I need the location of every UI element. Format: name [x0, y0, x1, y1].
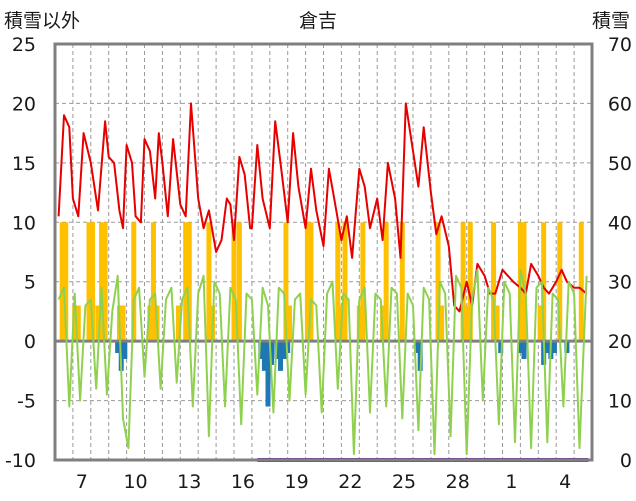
- sunshine-bar: [283, 222, 289, 342]
- sunshine-bar: [435, 222, 441, 342]
- precipitation-bar: [115, 341, 121, 354]
- sunshine-bar: [286, 305, 292, 342]
- sunshine-bar: [304, 222, 310, 342]
- sunshine-bar: [464, 305, 470, 342]
- x-tick-label: 1: [505, 471, 517, 493]
- sunshine-bar: [308, 222, 314, 342]
- precipitation-bar: [265, 341, 271, 407]
- sunshine-bar: [95, 305, 101, 342]
- precipitation-bar: [521, 341, 527, 359]
- sunshine-bar: [360, 222, 366, 342]
- y-left-tick-label: 15: [12, 153, 36, 175]
- x-tick-label: 16: [231, 471, 255, 493]
- sunshine-bar: [150, 222, 156, 342]
- sunshine-bar: [99, 222, 105, 342]
- precipitation-bar: [122, 341, 128, 359]
- sunshine-bar: [439, 305, 445, 342]
- y-right-tick-label: 10: [608, 391, 632, 413]
- sunshine-bar: [467, 222, 473, 342]
- sunshine-bar: [491, 222, 497, 342]
- y-left-tick-label: 5: [24, 272, 36, 294]
- sunshine-bar: [578, 222, 584, 342]
- y-axis-left-label: 積雪以外: [4, 10, 81, 32]
- sunshine-bar: [206, 222, 212, 342]
- precipitation-bar: [281, 341, 287, 359]
- sunshine-bar: [120, 305, 126, 342]
- precipitation-bar: [551, 341, 557, 354]
- precipitation-bar: [261, 341, 267, 371]
- sunshine-bar: [236, 222, 242, 342]
- x-tick-label: 13: [177, 471, 201, 493]
- y-right-tick-label: 60: [608, 93, 632, 115]
- sunshine-bar: [460, 222, 466, 342]
- x-tick-label: 28: [446, 471, 470, 493]
- sunshine-bar: [557, 222, 563, 342]
- precipitation-bar: [258, 341, 264, 359]
- sunshine-bar: [147, 305, 153, 342]
- y-left-tick-label: -10: [5, 450, 36, 472]
- sunshine-bar: [72, 305, 78, 342]
- precipitation-bar: [417, 341, 423, 371]
- sunshine-bar: [183, 222, 189, 342]
- sunshine-bar: [335, 222, 341, 342]
- plot-frame: [53, 42, 594, 462]
- sunshine-bar: [494, 305, 500, 342]
- sunshine-bar: [541, 222, 547, 342]
- precipitation-bar: [269, 341, 275, 365]
- sunshine-bar: [186, 222, 192, 342]
- precipitation-bar: [564, 341, 570, 354]
- sunshine-bar: [537, 305, 543, 342]
- y-left-tick-label: 20: [12, 93, 36, 115]
- sunshine-bar: [176, 305, 182, 342]
- sunshine-bar: [399, 222, 405, 342]
- temperature_min-line: [57, 268, 588, 456]
- y-axis-right-label: 積雪: [591, 10, 630, 32]
- x-tick-label: 19: [285, 471, 309, 493]
- precipitation-bar: [278, 341, 284, 371]
- sunshine-bar: [59, 222, 65, 342]
- y-left-tick-label: -5: [17, 391, 36, 413]
- y-right-tick-label: 40: [608, 212, 632, 234]
- x-tick-label: 22: [338, 471, 362, 493]
- y-right-tick-label: 50: [608, 153, 632, 175]
- x-tick-label: 25: [392, 471, 416, 493]
- y-left-tick-label: 25: [12, 34, 36, 56]
- precipitation-bar: [544, 341, 550, 354]
- temperature-line: [57, 102, 588, 313]
- sunshine-bar: [63, 222, 69, 342]
- sunshine-bar: [383, 222, 389, 342]
- y-right-tick-label: 30: [608, 272, 632, 294]
- sunshine-bar: [90, 222, 96, 342]
- x-tick-label: 7: [76, 471, 88, 493]
- y-right-tick-label: 70: [608, 34, 632, 56]
- y-left-tick-label: 10: [12, 212, 36, 234]
- precipitation-bar: [517, 341, 523, 354]
- sunshine-bar: [342, 222, 348, 342]
- precipitation-bar: [498, 341, 504, 354]
- sunshine-bar: [131, 222, 137, 342]
- sunshine-bar: [231, 222, 237, 342]
- chart-title: 倉吉: [298, 10, 337, 32]
- sunshine-bar: [75, 305, 81, 342]
- x-tick-label: 10: [123, 471, 147, 493]
- x-tick-label: 4: [559, 471, 571, 493]
- y-right-tick-label: 0: [620, 450, 632, 472]
- sunshine-bar: [102, 222, 108, 342]
- y-right-tick-label: 20: [608, 331, 632, 353]
- y-left-tick-label: 0: [24, 331, 36, 353]
- precipitation-bar: [414, 341, 420, 354]
- sunshine-bar: [86, 222, 92, 342]
